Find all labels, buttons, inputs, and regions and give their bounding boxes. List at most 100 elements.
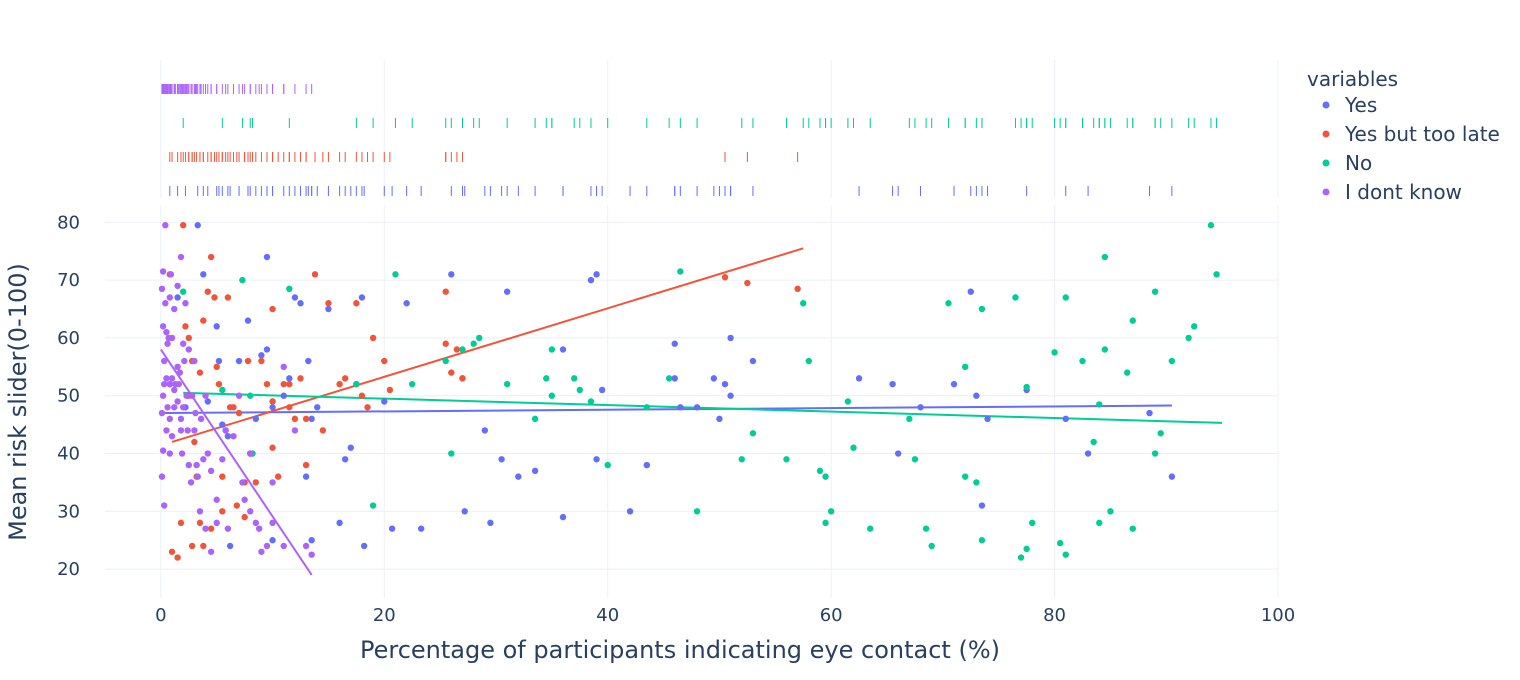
data-point bbox=[191, 357, 198, 365]
legend-entry[interactable]: Yes bbox=[1344, 93, 1377, 117]
data-point bbox=[1029, 519, 1036, 527]
data-point bbox=[168, 375, 176, 382]
legend: variables Yes Yes but too late No I dont kn… bbox=[1307, 67, 1500, 204]
data-point bbox=[850, 444, 857, 451]
data-point bbox=[314, 404, 321, 411]
data-point bbox=[867, 525, 874, 532]
data-point bbox=[409, 380, 416, 388]
data-point bbox=[665, 375, 673, 382]
data-point bbox=[185, 461, 192, 469]
data-point bbox=[181, 357, 188, 365]
y-tick-label: 20 bbox=[57, 559, 80, 580]
data-point bbox=[174, 398, 181, 405]
data-point bbox=[202, 525, 209, 532]
data-point bbox=[297, 375, 304, 382]
data-point bbox=[159, 323, 167, 330]
data-point bbox=[202, 392, 209, 399]
legend-entry[interactable]: Yes but too late bbox=[1344, 122, 1500, 146]
data-point bbox=[1012, 294, 1019, 301]
data-point bbox=[1090, 438, 1097, 446]
data-point bbox=[1017, 554, 1025, 561]
data-point bbox=[693, 404, 701, 411]
data-point bbox=[204, 288, 211, 295]
data-point bbox=[196, 369, 204, 376]
data-point bbox=[158, 473, 166, 480]
data-point bbox=[302, 542, 310, 550]
y-axis-title: Mean risk slider(0-100) bbox=[4, 263, 32, 541]
data-point bbox=[576, 386, 583, 394]
data-point bbox=[308, 551, 315, 558]
data-point bbox=[1146, 409, 1153, 417]
data-point bbox=[171, 386, 178, 394]
data-point bbox=[158, 409, 166, 417]
data-point bbox=[448, 450, 455, 457]
data-point bbox=[487, 519, 494, 527]
data-point bbox=[1107, 508, 1114, 515]
x-tick-label: 80 bbox=[1043, 605, 1066, 626]
data-point bbox=[180, 404, 187, 411]
data-point bbox=[593, 271, 600, 278]
y-tick-label: 80 bbox=[57, 212, 80, 233]
data-point bbox=[844, 398, 852, 405]
data-point bbox=[1096, 519, 1103, 527]
data-point bbox=[962, 473, 969, 480]
trendline bbox=[183, 391, 1223, 424]
data-point bbox=[258, 548, 265, 555]
data-point bbox=[548, 392, 556, 399]
data-point bbox=[308, 415, 315, 423]
data-point bbox=[1079, 357, 1086, 365]
data-point bbox=[213, 496, 220, 503]
data-point bbox=[816, 467, 824, 475]
x-tick-label: 20 bbox=[373, 605, 396, 626]
data-point bbox=[369, 502, 377, 509]
data-point bbox=[587, 276, 595, 284]
data-point bbox=[325, 300, 332, 307]
data-point bbox=[749, 430, 757, 437]
data-point bbox=[164, 340, 171, 347]
data-point bbox=[800, 300, 807, 307]
data-point bbox=[280, 380, 287, 388]
data-point bbox=[693, 508, 701, 515]
data-point bbox=[226, 542, 234, 550]
trendline bbox=[171, 247, 804, 443]
data-point bbox=[286, 404, 293, 411]
data-point bbox=[158, 285, 166, 293]
legend-entry[interactable]: I dont know bbox=[1345, 180, 1462, 204]
data-point bbox=[1191, 323, 1198, 330]
data-point bbox=[1051, 349, 1058, 356]
data-point bbox=[235, 357, 243, 365]
scatter-points bbox=[158, 222, 1220, 561]
data-point bbox=[503, 380, 511, 388]
data-point bbox=[280, 392, 287, 399]
data-point bbox=[269, 444, 276, 451]
data-point bbox=[721, 274, 729, 281]
data-point bbox=[305, 357, 312, 365]
data-point bbox=[269, 398, 276, 405]
data-point bbox=[196, 508, 204, 515]
data-point bbox=[184, 427, 191, 434]
data-point bbox=[194, 473, 201, 480]
legend-entry[interactable]: No bbox=[1345, 151, 1372, 175]
y-tick-label: 30 bbox=[57, 501, 80, 522]
data-point bbox=[168, 334, 176, 342]
data-point bbox=[894, 450, 902, 457]
y-tick-label: 40 bbox=[57, 444, 80, 465]
data-point bbox=[161, 502, 168, 509]
data-point bbox=[174, 294, 181, 301]
data-point bbox=[360, 542, 368, 550]
data-point bbox=[417, 525, 425, 532]
data-point bbox=[403, 300, 410, 307]
data-point bbox=[889, 380, 896, 388]
data-point bbox=[200, 271, 207, 278]
data-point bbox=[207, 548, 215, 555]
data-point bbox=[219, 386, 226, 394]
data-point bbox=[381, 357, 388, 365]
data-point bbox=[252, 415, 260, 423]
data-point bbox=[171, 404, 178, 411]
data-point bbox=[381, 398, 388, 405]
data-point bbox=[213, 363, 220, 371]
data-point bbox=[347, 444, 354, 451]
data-point bbox=[280, 363, 287, 371]
data-point bbox=[1062, 415, 1069, 423]
data-point bbox=[531, 415, 539, 423]
